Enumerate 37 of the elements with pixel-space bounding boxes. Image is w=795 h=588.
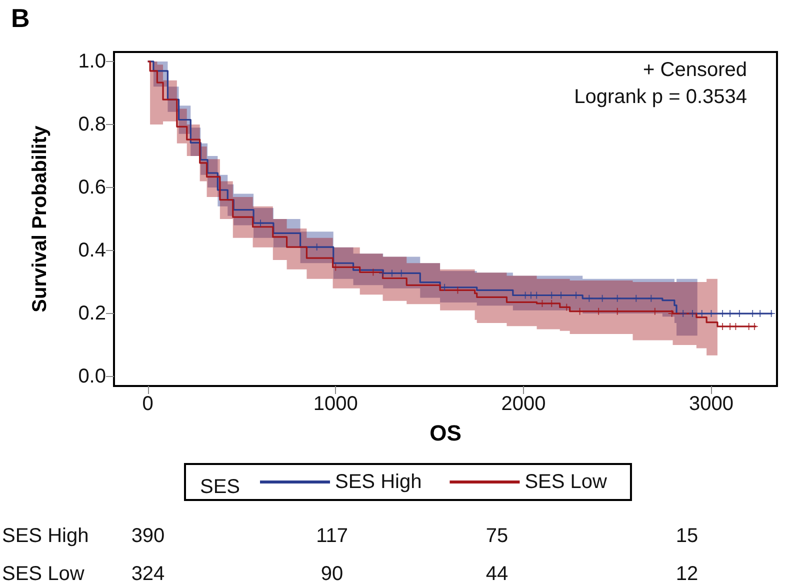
legend-label: SES Low: [524, 471, 608, 493]
y-tick-label: 1.0: [78, 50, 106, 72]
chart-title: B: [11, 3, 30, 33]
text: 90: [320, 563, 344, 585]
x-tick-label: 1000: [313, 393, 358, 415]
text: 44: [486, 563, 508, 585]
y-tick-label: 0.6: [78, 176, 106, 198]
text: 324: [131, 563, 165, 585]
point: [257, 220, 264, 227]
point: [680, 310, 687, 318]
legend-label: SES High: [335, 471, 422, 493]
point: [648, 294, 655, 302]
x-tick-label: 0: [142, 393, 154, 415]
legend-title: SES: [200, 476, 240, 498]
point: [441, 284, 448, 291]
point: [598, 294, 606, 302]
point: [632, 294, 640, 302]
y-tick-label: 0.8: [78, 113, 106, 136]
annotation: + Censored: [643, 59, 747, 81]
y-tick-label: 0.4: [78, 240, 106, 262]
y-tick-label: 0.0: [78, 366, 106, 388]
text: SES Low: [2, 563, 85, 585]
x-tick-label: 3000: [689, 393, 734, 415]
point: [614, 294, 621, 302]
text: 75: [486, 525, 508, 547]
text: 390: [131, 525, 165, 547]
point: [688, 310, 696, 318]
annotation: Logrank p = 0.3534: [574, 86, 747, 108]
point: [586, 294, 593, 302]
y-axis-title: Survival Probability: [29, 124, 51, 312]
y-tick-label: 0.2: [78, 302, 106, 325]
text: 12: [676, 563, 698, 585]
text: 117: [316, 525, 348, 547]
x-axis-title: OS: [430, 420, 462, 446]
text: 15: [676, 525, 698, 547]
x-tick-label: 2000: [501, 393, 546, 415]
text: SES High: [2, 525, 89, 547]
